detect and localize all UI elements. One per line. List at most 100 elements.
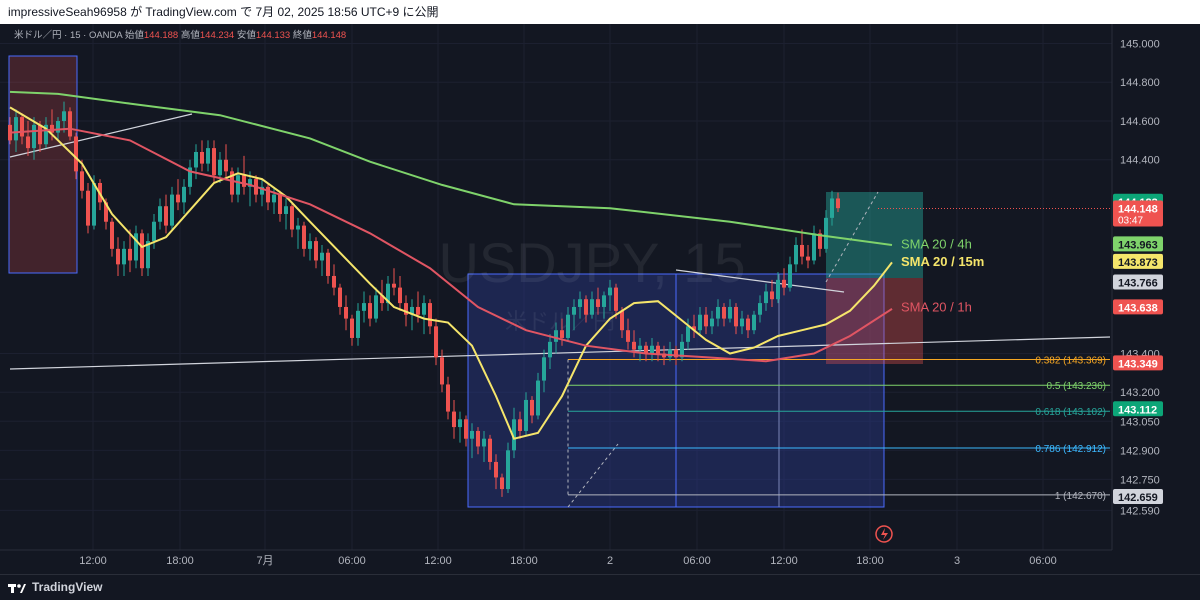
fib-label: 0.382 (143.369) [1035,355,1106,366]
sma-line [9,106,893,440]
candle-body [434,326,438,358]
open-label: 始値 [125,29,145,41]
candle-body [836,198,840,209]
price-tick-label: 144.600 [1120,116,1160,128]
candle-body [638,345,642,350]
candle-body [734,306,738,327]
sma-4h-label: SMA 20 / 4h [901,236,972,251]
candle-body [692,326,696,331]
price-tag [1113,274,1163,290]
candle-body [698,314,702,331]
candle-body [512,419,516,451]
time-tick-label: 7月 [256,555,273,567]
candle-body [20,117,24,137]
candle-body [104,202,108,222]
publish-header: impressiveSeah96958 が TradingView.com で … [0,0,1200,24]
candle-body [146,241,150,269]
price-tick-label: 142.900 [1120,445,1160,457]
candle-body [182,186,186,203]
candle-body [326,252,330,276]
price-tag-value: 143.963 [1118,239,1158,251]
candle-body [290,206,294,230]
candle-body [188,167,192,187]
candle-body [830,198,834,218]
fib-label: 0.5 (143.236) [1047,381,1107,392]
price-tag [1113,200,1163,227]
candle-body [458,419,462,428]
price-tag [1113,355,1163,371]
price-axis-bg [1112,24,1200,574]
candle-body [710,318,714,327]
close-value: 144.148 [312,30,346,41]
symbol-legend-text: 米ドル／円 · 15 · OANDA 始値144.188 高値144.234 安… [14,29,346,41]
price-tick-label: 143.200 [1120,387,1160,399]
price-tag-value: 143.349 [1118,358,1158,370]
candle-body [200,151,204,164]
candle-body [128,248,132,261]
candle-body [170,194,174,226]
candle-body [86,190,90,226]
candle-body [248,179,252,187]
candle-body [38,124,42,145]
candle-body [494,461,498,478]
open-value: 144.188 [144,30,181,41]
candle-body [464,419,468,439]
candle-body [140,233,144,269]
chart-background [0,24,1200,574]
sma-lines [9,90,893,440]
candle-body [524,399,528,431]
price-tag-value: 142.659 [1118,492,1158,504]
indicator-labels: SMA 20 / 4h SMA 20 / 15m SMA 20 / 1h [901,236,984,314]
time-axis[interactable]: 12:00 18:00 7月 06:00 12:00 18:00 2 06:00 12:00 18… [0,549,1112,567]
price-tick-label: 144.800 [1120,77,1160,89]
candle-body [272,194,276,203]
price-tag-value: 143.766 [1118,278,1158,290]
candle-body [800,244,804,257]
time-tick-label: 06:00 [683,555,711,567]
time-tick-label: 12:00 [770,555,798,567]
candle-body [80,171,84,191]
sma-line [9,127,893,363]
candle-body [596,299,600,307]
price-tag-value: 143.638 [1118,302,1158,314]
candle-body [356,310,360,338]
candle-body [536,380,540,416]
price-tag [1113,253,1163,269]
candle-body [668,349,672,358]
candle-body [56,120,60,133]
time-tick-label: 12:00 [79,555,107,567]
projection-line [825,191,879,283]
candle-body [632,341,636,350]
candle-body [416,306,420,315]
candle-body [566,314,570,338]
symbol-legend: 米ドル／円 · 15 · OANDA 始値144.188 高値144.234 安… [14,29,346,41]
candle-body [362,303,366,311]
price-tick-label: 145.000 [1120,38,1160,50]
candle-body [626,330,630,342]
candle-body [260,186,264,195]
candle-body [794,244,798,265]
publish-text: impressiveSeah96958 が TradingView.com で … [8,5,439,19]
chart-misc [875,525,893,543]
candle-body [68,111,72,137]
candle-body [752,314,756,331]
candle-body [776,279,780,300]
candle-body [26,136,30,149]
candle-body [386,283,390,304]
candle-body [278,194,282,214]
price-axis[interactable]: 145.000144.800144.600144.400143.400143.2… [1111,24,1200,574]
candle-body [590,299,594,315]
candle-body [680,341,684,358]
candle-body [722,306,726,319]
sma-1h-label: SMA 20 / 1h [901,299,972,314]
candle-body [344,306,348,319]
candle-body [656,345,660,354]
time-tick-label: 12:00 [424,555,452,567]
price-tick-label: 142.590 [1120,505,1160,517]
price-tag [1113,299,1163,315]
candle-body [302,225,306,249]
candle-body [650,345,654,354]
